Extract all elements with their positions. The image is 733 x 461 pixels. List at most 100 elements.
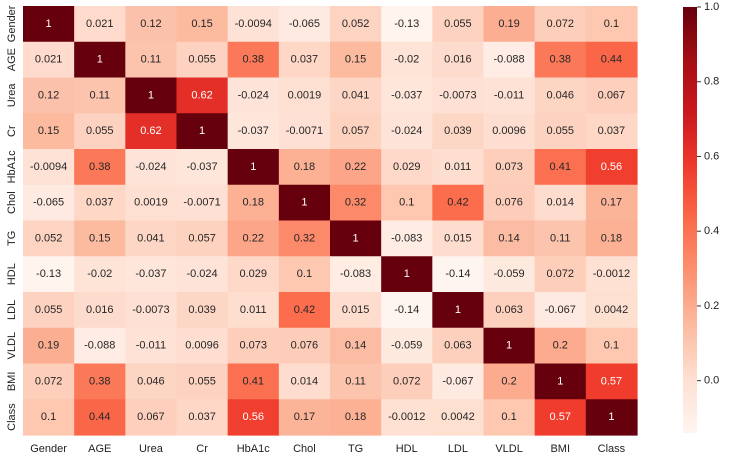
- cell-value-label: 0.57: [601, 375, 622, 387]
- heatmap-cell: [432, 6, 485, 43]
- cell-value-label: 0.62: [191, 89, 212, 101]
- cell-value-label: 1: [557, 375, 563, 387]
- cell-value-label: 0.016: [444, 54, 472, 66]
- heatmap-cell: [534, 327, 587, 365]
- heatmap-cell: [585, 220, 638, 257]
- heatmap-cell: [585, 292, 638, 329]
- cell-value-label: -0.0094: [235, 18, 272, 30]
- x-tick-label: HbA1c: [237, 443, 271, 455]
- colorbar-tick-label: 0.0: [704, 375, 719, 387]
- cell-value-label: -0.011: [494, 89, 524, 101]
- cell-value-label: -0.083: [391, 232, 422, 244]
- y-axis-ticks: Gender AGE Urea Cr HbA1c Chol TG HDL LDL VLDL BMI C…: [6, 5, 18, 431]
- cell-value-label: 0.14: [345, 340, 366, 352]
- cell-value-label: 0.38: [89, 161, 110, 173]
- cell-value-label: 1: [46, 18, 52, 30]
- cell-value-label: 1: [301, 197, 307, 209]
- x-tick-label: Urea: [139, 443, 164, 455]
- heatmap-cell: [74, 149, 126, 186]
- cell-value-label: 0.041: [342, 89, 370, 101]
- cell-value-label: 0.029: [239, 268, 267, 280]
- cell-value-label: 0.11: [141, 54, 162, 66]
- cell-value-label: 0.072: [546, 268, 574, 280]
- heatmap-cell: [585, 6, 638, 43]
- heatmap-cell: [483, 184, 536, 222]
- heatmap-cell: [278, 327, 331, 365]
- cell-value-label: 0.016: [86, 304, 114, 316]
- cell-value-label: 1: [455, 304, 461, 316]
- cell-value-label: 0.052: [35, 232, 63, 244]
- cell-value-label: 0.073: [239, 340, 267, 352]
- heatmap-cell: [23, 220, 75, 257]
- cell-value-label: -0.0073: [439, 89, 476, 101]
- heatmap-cell: [74, 399, 126, 436]
- cell-value-label: 0.41: [550, 161, 571, 173]
- cell-value-label: 0.037: [188, 411, 216, 423]
- heatmap-cell: [176, 149, 229, 186]
- heatmap-cell: [227, 6, 280, 43]
- cell-value-label: 0.57: [550, 411, 571, 423]
- heatmap-cell: [23, 6, 75, 43]
- colorbar-gradient: [683, 7, 697, 433]
- cell-value-label: 0.42: [294, 304, 315, 316]
- cell-value-label: 0.11: [345, 375, 366, 387]
- heatmap-cell: [585, 363, 638, 400]
- x-tick-label: Class: [598, 443, 626, 455]
- heatmap-cell: [483, 113, 536, 150]
- heatmap-cell: [381, 77, 433, 114]
- cell-value-label: -0.024: [391, 125, 422, 137]
- cell-value-label: 1: [506, 340, 512, 352]
- y-tick-label: Urea: [6, 83, 18, 108]
- cell-value-label: 0.0019: [134, 197, 168, 209]
- heatmap-cell: [125, 184, 178, 222]
- cell-value-label: 0.1: [297, 268, 312, 280]
- cell-value-label: 0.011: [240, 304, 267, 316]
- heatmap-cell: [534, 149, 587, 186]
- heatmap-cell: [278, 292, 331, 329]
- cell-value-label: 0.38: [550, 54, 571, 66]
- heatmap-cell: [278, 6, 331, 43]
- cell-value-label: 0.44: [601, 54, 622, 66]
- heatmap-cell: [483, 363, 536, 400]
- cell-value-label: -0.037: [135, 268, 166, 280]
- heatmap-cell: [176, 41, 229, 79]
- heatmap-cell: [278, 399, 331, 436]
- heatmap-cell: [74, 256, 126, 293]
- cell-value-label: 0.38: [243, 54, 264, 66]
- heatmap-cell: [23, 41, 75, 79]
- cell-value-label: 0.44: [89, 411, 110, 423]
- cell-value-label: 0.021: [86, 18, 114, 30]
- heatmap-cell: [330, 77, 382, 114]
- heatmap-cell: [432, 77, 485, 114]
- cell-value-label: 0.055: [188, 54, 216, 66]
- heatmap-cell: [483, 292, 536, 329]
- heatmap-cell: [381, 220, 433, 257]
- heatmap-cell: [227, 399, 280, 436]
- cell-value-label: 0.0019: [288, 89, 322, 101]
- cell-value-label: -0.0071: [286, 125, 323, 137]
- heatmap-cell: [125, 113, 178, 150]
- heatmap-cell: [330, 184, 382, 222]
- cell-value-label: 0.037: [598, 125, 626, 137]
- cell-value-label: 0.0042: [595, 304, 629, 316]
- heatmap-cell: [74, 327, 126, 365]
- heatmap-cell: [125, 220, 178, 257]
- cell-value-label: 0.41: [243, 375, 264, 387]
- x-tick-label: VLDL: [495, 443, 523, 455]
- cell-value-label: 0.055: [188, 375, 216, 387]
- cell-value-label: 0.014: [291, 375, 319, 387]
- x-tick-label: Chol: [293, 443, 316, 455]
- heatmap-cell: [330, 363, 382, 400]
- heatmap-cell: [330, 220, 382, 257]
- heatmap-cell: [483, 220, 536, 257]
- cell-value-label: 0.1: [501, 411, 516, 423]
- heatmap-cell: [227, 363, 280, 400]
- heatmap-cell: [23, 113, 75, 150]
- heatmap-cell: [432, 113, 485, 150]
- y-tick-label: Class: [6, 403, 18, 431]
- x-tick-label: HDL: [396, 443, 418, 455]
- heatmap-cell: [381, 41, 433, 79]
- heatmap-cell: [23, 399, 75, 436]
- cell-value-label: -0.024: [135, 161, 166, 173]
- cell-value-label: 0.015: [444, 232, 472, 244]
